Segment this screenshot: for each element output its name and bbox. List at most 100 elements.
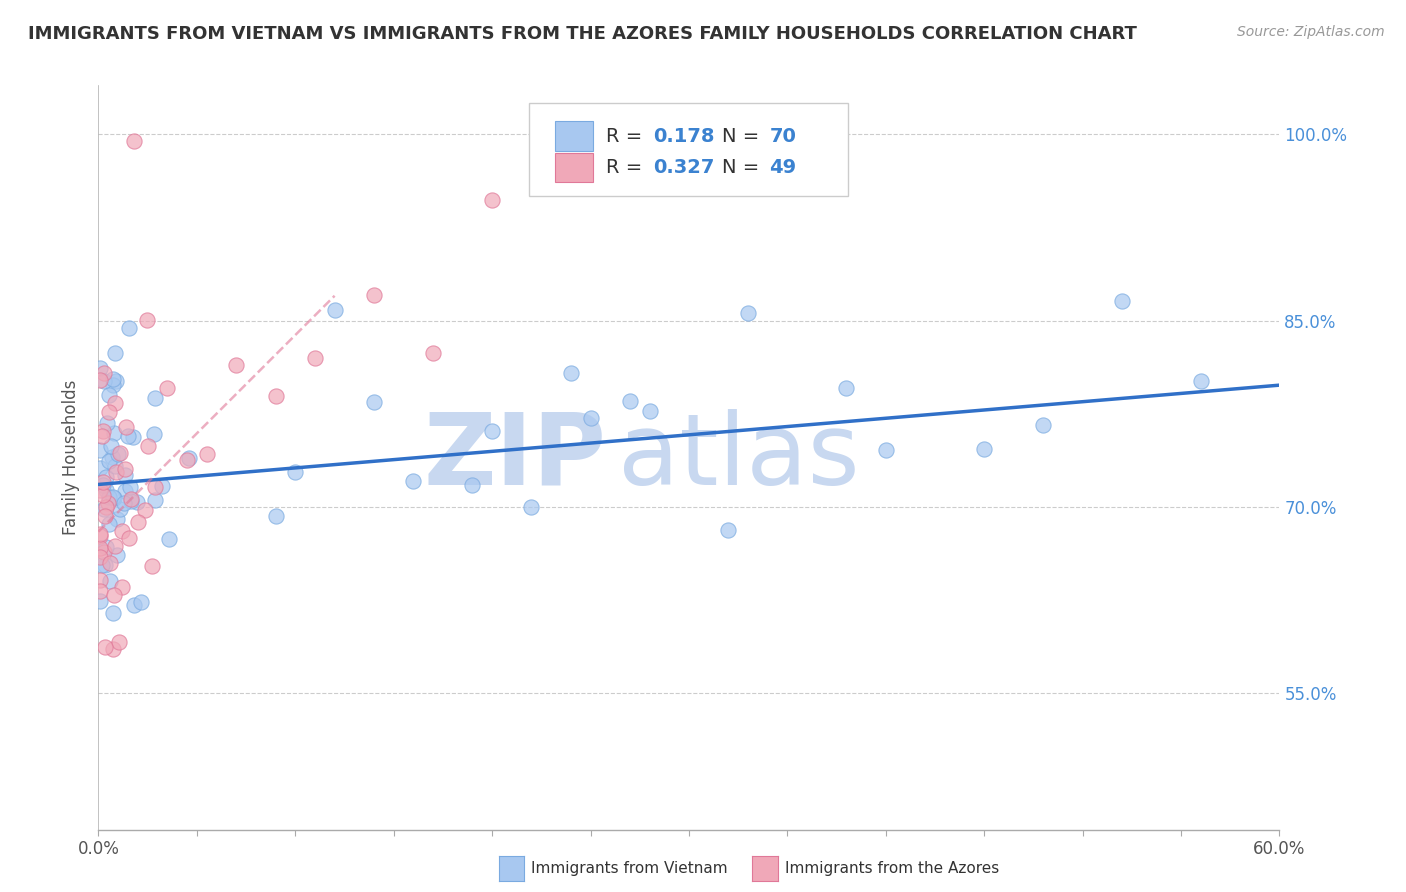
Point <box>131 595 153 609</box>
Point <box>93 558 115 573</box>
Point <box>1032 417 1054 432</box>
Point <box>143 480 166 494</box>
Point <box>89 527 111 541</box>
Point <box>104 539 127 553</box>
Point <box>118 531 141 545</box>
Point <box>125 495 148 509</box>
Text: Immigrants from the Azores: Immigrants from the Azores <box>785 862 998 876</box>
Point <box>560 366 582 380</box>
Point <box>120 492 142 507</box>
Text: Source: ZipAtlas.com: Source: ZipAtlas.com <box>1237 25 1385 39</box>
Point <box>136 313 159 327</box>
Point <box>619 394 641 409</box>
Text: 70: 70 <box>769 127 796 145</box>
Text: Immigrants from Vietnam: Immigrants from Vietnam <box>531 862 728 876</box>
Point <box>120 480 142 494</box>
Point <box>717 523 740 537</box>
Point <box>97 516 120 531</box>
Point <box>134 503 156 517</box>
Point <box>176 453 198 467</box>
Point <box>89 461 111 475</box>
Point <box>97 496 120 510</box>
Text: ZIP: ZIP <box>423 409 606 506</box>
Point <box>94 640 117 654</box>
Point <box>94 500 117 514</box>
Text: atlas: atlas <box>619 409 859 506</box>
Point <box>98 556 121 570</box>
Point <box>737 305 759 319</box>
Text: N =: N = <box>723 127 765 145</box>
Point <box>101 450 124 465</box>
Text: IMMIGRANTS FROM VIETNAM VS IMMIGRANTS FROM THE AZORES FAMILY HOUSEHOLDS CORRELAT: IMMIGRANTS FROM VIETNAM VS IMMIGRANTS FR… <box>28 25 1137 43</box>
Point <box>875 442 897 457</box>
Point <box>638 404 661 418</box>
Point <box>101 490 124 504</box>
Point <box>103 588 125 602</box>
Point <box>177 451 200 466</box>
Point <box>105 465 128 479</box>
Point <box>120 494 142 508</box>
Text: 0.327: 0.327 <box>654 158 714 177</box>
Point <box>89 594 111 608</box>
Point <box>108 445 131 459</box>
Point <box>104 374 127 388</box>
Point <box>114 467 136 482</box>
Point <box>284 465 307 479</box>
Point <box>118 321 141 335</box>
Text: 49: 49 <box>769 158 796 177</box>
Point <box>94 470 117 484</box>
Point <box>835 381 858 395</box>
Point <box>520 500 543 514</box>
Point <box>104 458 127 473</box>
Point <box>89 573 111 587</box>
Point <box>156 381 179 395</box>
Point <box>89 483 111 497</box>
Point <box>103 378 125 392</box>
Point <box>1111 293 1133 308</box>
Point <box>107 447 129 461</box>
Point <box>89 529 111 543</box>
Point <box>150 479 173 493</box>
Point <box>103 395 125 409</box>
Point <box>94 509 117 524</box>
Point <box>122 430 145 444</box>
Point <box>402 475 425 489</box>
Point <box>103 491 125 505</box>
Y-axis label: Family Households: Family Households <box>62 379 80 535</box>
Point <box>90 558 112 572</box>
Point <box>579 410 602 425</box>
Point <box>91 425 114 439</box>
Point <box>422 345 444 359</box>
Point <box>101 372 124 386</box>
Point <box>103 642 125 657</box>
Point <box>94 540 117 554</box>
Point <box>114 420 136 434</box>
Point <box>461 478 484 492</box>
Point <box>481 193 503 207</box>
Point <box>89 443 111 458</box>
Point <box>141 559 163 574</box>
Point <box>98 454 121 468</box>
Point <box>93 375 115 389</box>
Point <box>225 358 247 372</box>
Point <box>363 395 385 409</box>
FancyBboxPatch shape <box>555 121 593 151</box>
Point <box>117 429 139 443</box>
Point <box>89 373 111 387</box>
Point <box>195 447 218 461</box>
FancyBboxPatch shape <box>555 153 593 182</box>
Point <box>97 405 120 419</box>
Point <box>323 303 346 318</box>
Point <box>363 288 385 302</box>
Point <box>91 488 114 502</box>
Point <box>122 598 145 612</box>
Point <box>96 416 118 430</box>
Point <box>89 541 111 556</box>
Point <box>98 388 121 402</box>
Text: N =: N = <box>723 158 765 177</box>
Point <box>122 134 145 148</box>
Point <box>264 389 287 403</box>
Text: 0.178: 0.178 <box>654 127 716 145</box>
Point <box>93 502 115 516</box>
Point <box>93 544 115 558</box>
